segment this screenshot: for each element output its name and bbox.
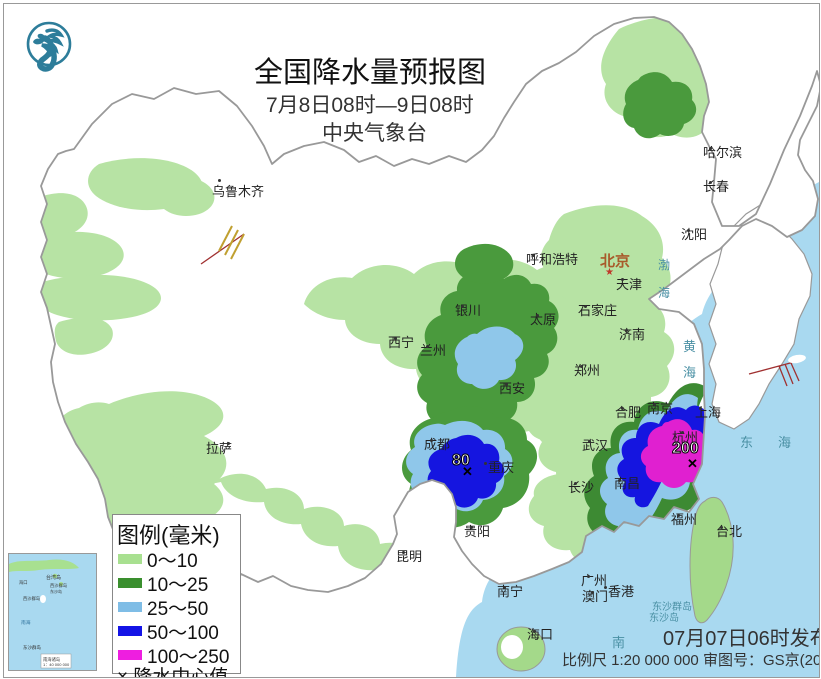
svg-text:台湾岛: 台湾岛 xyxy=(46,574,61,581)
svg-text:西沙群岛: 西沙群岛 xyxy=(50,582,67,589)
svg-text:东沙岛: 东沙岛 xyxy=(50,588,62,594)
svg-text:1：40 000 000: 1：40 000 000 xyxy=(43,662,70,667)
svg-text:西沙群岛: 西沙群岛 xyxy=(23,595,40,602)
svg-text:东沙群岛: 东沙群岛 xyxy=(23,644,41,651)
svg-text:南海: 南海 xyxy=(21,619,31,626)
svg-text:海口: 海口 xyxy=(19,579,28,586)
